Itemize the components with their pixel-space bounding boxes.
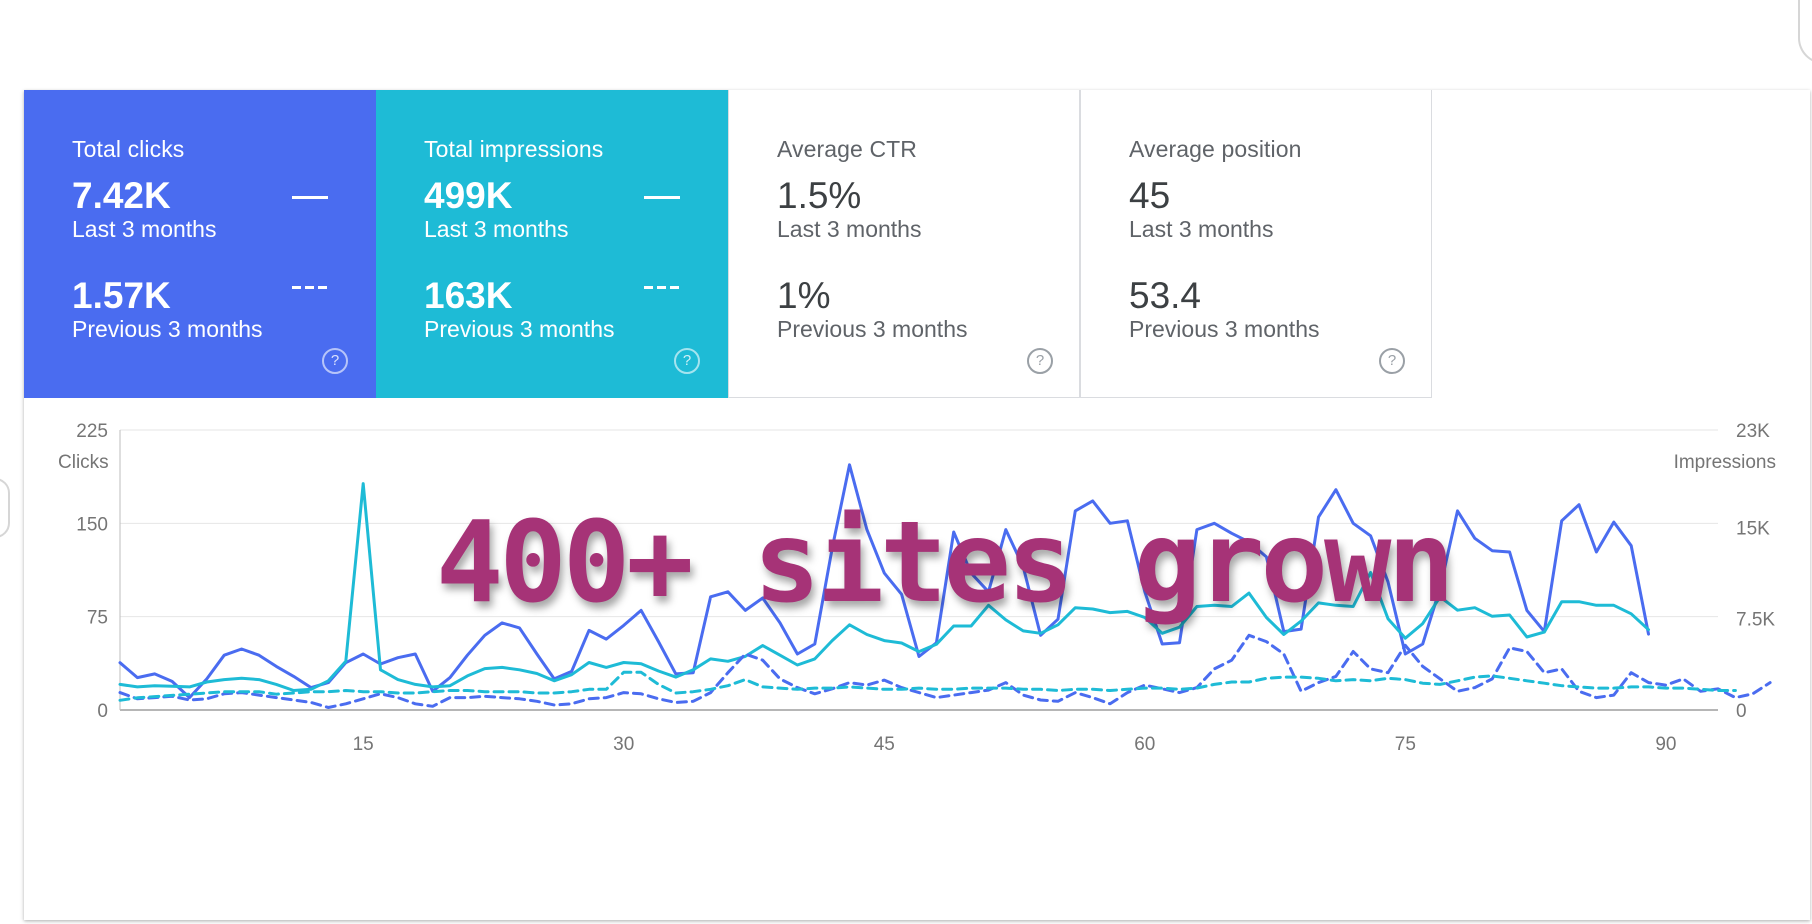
help-icon[interactable]: ? xyxy=(1379,348,1405,374)
metric-label: Total impressions xyxy=(424,136,604,162)
series-line-total-impressions xyxy=(118,482,1650,692)
metric-current-period: Last 3 months xyxy=(72,216,217,242)
performance-panel: Total clicks 7.42K Last 3 months 1.57K P… xyxy=(24,90,1810,920)
right-tick-label: 7.5K xyxy=(1736,610,1775,631)
right-tick-label: 0 xyxy=(1736,701,1747,722)
metric-current-value: 45 xyxy=(1129,175,1171,216)
metric-current-value: 1.5% xyxy=(777,175,862,216)
left-axis-title: Clicks xyxy=(58,452,109,473)
metric-card-average-position[interactable]: Average position 45 Last 3 months 53.4 P… xyxy=(1080,90,1432,398)
metric-previous-value: 1.57K xyxy=(72,275,171,316)
series-lines xyxy=(118,463,1772,709)
metric-previous-period: Previous 3 months xyxy=(1129,316,1320,342)
x-tick-label: 60 xyxy=(1134,734,1155,755)
metric-card-total-impressions[interactable]: Total impressions 499K Last 3 months 163… xyxy=(376,90,728,398)
axes: Clicks Impressions 0 75 150 225 0 7.5K 15K 23K 1… xyxy=(58,421,1776,755)
x-tick-label: 15 xyxy=(353,734,374,755)
x-tick-label: 45 xyxy=(874,734,895,755)
metric-cards: Total clicks 7.42K Last 3 months 1.57K P… xyxy=(24,90,1432,398)
left-tick-label: 75 xyxy=(87,608,108,629)
series-line-total-clicks-previous-3-months xyxy=(118,633,1772,709)
left-tick-label: 0 xyxy=(97,701,108,722)
metric-current-value: 7.42K xyxy=(72,175,171,216)
series-line-total-clicks xyxy=(118,463,1650,700)
metric-current-value: 499K xyxy=(424,175,513,216)
help-icon[interactable]: ? xyxy=(1027,348,1053,374)
metric-current-period: Last 3 months xyxy=(1129,216,1274,242)
x-tick-label: 90 xyxy=(1655,734,1676,755)
metric-previous-value: 53.4 xyxy=(1129,275,1202,316)
series-line-total-impressions-previous-3-months xyxy=(118,670,1737,702)
help-icon[interactable]: ? xyxy=(322,348,348,374)
metric-previous-period: Previous 3 months xyxy=(777,316,968,342)
metric-label: Average position xyxy=(1129,136,1302,162)
left-tick-label: 225 xyxy=(76,421,108,442)
right-tick-label: 15K xyxy=(1736,518,1770,539)
metric-previous-period: Previous 3 months xyxy=(72,316,263,342)
solid-line-legend-icon xyxy=(644,196,680,199)
x-tick-label: 75 xyxy=(1395,734,1416,755)
metric-label: Total clicks xyxy=(72,136,185,162)
help-icon[interactable]: ? xyxy=(674,348,700,374)
metric-card-average-ctr[interactable]: Average CTR 1.5% Last 3 months 1% Previo… xyxy=(728,90,1080,398)
performance-chart: Clicks Impressions 0 75 150 225 0 7.5K 15K 23K 1… xyxy=(58,421,1776,755)
dashed-line-legend-icon xyxy=(644,286,680,289)
metric-label: Average CTR xyxy=(777,136,918,162)
right-tick-label: 23K xyxy=(1736,421,1770,442)
metric-card-total-clicks[interactable]: Total clicks 7.42K Last 3 months 1.57K P… xyxy=(24,90,376,398)
metric-previous-value: 163K xyxy=(424,275,513,316)
top-whitespace xyxy=(0,0,1812,68)
dashed-line-legend-icon xyxy=(292,286,328,289)
metric-previous-period: Previous 3 months xyxy=(424,316,615,342)
metric-previous-value: 1% xyxy=(777,275,831,316)
metric-current-period: Last 3 months xyxy=(777,216,922,242)
edge-partial-control-left xyxy=(0,478,10,538)
x-tick-label: 30 xyxy=(613,734,634,755)
left-tick-label: 150 xyxy=(76,514,108,535)
solid-line-legend-icon xyxy=(292,196,328,199)
promo-overlay-text: 400+ sites grown xyxy=(436,498,1455,628)
right-axis-title: Impressions xyxy=(1674,452,1776,473)
metric-current-period: Last 3 months xyxy=(424,216,569,242)
